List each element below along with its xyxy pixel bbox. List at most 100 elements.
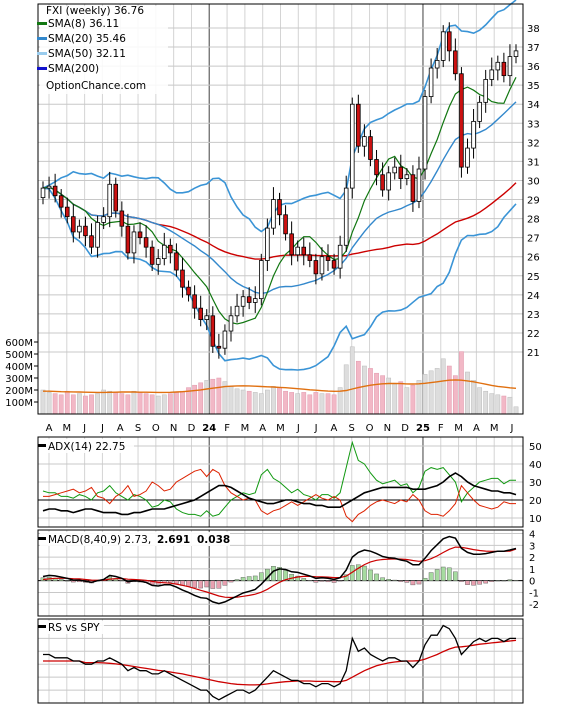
macd-tick-label: 1 <box>529 565 535 576</box>
price-tick-label: 37 <box>527 43 540 54</box>
price-candle <box>107 183 112 218</box>
adx-panel: 10 20 30 40 50 ADX(14) 22.75 <box>37 436 542 528</box>
macd-histogram-bar <box>434 569 440 581</box>
price-candle <box>501 61 507 77</box>
legend-background <box>40 6 168 94</box>
volume-bar <box>198 382 204 415</box>
sma50-swatch <box>37 52 47 55</box>
month-tick-label: J <box>100 423 104 434</box>
price-candle <box>58 195 64 208</box>
price-tick-label: 32 <box>527 138 540 149</box>
macd-histogram-bar <box>380 577 385 581</box>
macd-histogram-bar <box>234 579 240 581</box>
price-candle <box>265 227 270 261</box>
price-candle <box>198 307 203 320</box>
macd-histogram-bar <box>422 577 428 581</box>
volume-bar <box>210 378 216 415</box>
price-candle <box>489 69 495 80</box>
macd-histogram-bar <box>168 580 173 583</box>
price-candle <box>192 294 197 309</box>
volume-bar <box>404 387 410 415</box>
macd-histogram-bar <box>174 580 179 584</box>
adx-line <box>42 472 517 516</box>
macd-histogram-bar <box>277 567 282 581</box>
price-candle <box>392 166 397 174</box>
price-tick-label: 26 <box>527 253 540 264</box>
volume-bar <box>107 390 113 415</box>
price-candle <box>398 166 404 179</box>
volume-bar <box>271 386 276 415</box>
price-candle <box>495 61 501 71</box>
volume-bar <box>416 380 422 415</box>
price-tick-label: 38 <box>527 24 540 35</box>
month-tick-label: J <box>82 423 86 434</box>
price-candle <box>471 120 476 149</box>
adx-tick-label: 50 <box>529 442 542 453</box>
minus-di-line <box>43 468 516 523</box>
macd-histogram-bar <box>192 580 197 588</box>
price-candle <box>465 147 470 168</box>
volume-bar <box>228 386 234 415</box>
volume-bar <box>392 383 398 415</box>
price-tick-label: 36 <box>527 62 540 73</box>
macd-histogram-bar <box>325 580 331 583</box>
month-tick-label: M <box>276 423 285 434</box>
price-candle <box>40 187 46 199</box>
month-tick-label: D <box>401 423 409 434</box>
month-tick-label: J <box>510 423 514 434</box>
volume-bar <box>155 395 161 415</box>
rs-grid <box>38 624 523 691</box>
price-candle <box>64 206 70 218</box>
price-tick-label: 30 <box>527 176 540 187</box>
rs-average-line <box>43 639 517 686</box>
macd-histogram-bar <box>374 573 379 581</box>
volume-tick-label: 600M <box>5 338 33 349</box>
volume-bar <box>149 394 155 415</box>
volume-bar <box>40 389 46 415</box>
rs-panel-frame <box>37 618 524 704</box>
volume-bar <box>283 390 288 415</box>
volume-bar <box>95 393 100 415</box>
macd-histogram-bar <box>222 580 228 586</box>
volume-bar <box>125 394 131 415</box>
price-candle <box>113 183 119 212</box>
price-candle <box>295 246 300 256</box>
month-tick-label: M <box>241 423 250 434</box>
macd-histogram-bar <box>471 580 476 586</box>
macd-title: MACD(8,40,9) 2.73, <box>48 534 151 546</box>
price-candle <box>95 221 100 248</box>
volume-bar <box>507 396 513 415</box>
volume-bar <box>192 384 197 415</box>
volume-bar <box>465 371 470 415</box>
volume-bar <box>131 390 137 415</box>
macd-histogram-bar <box>58 579 64 581</box>
price-candle <box>204 315 210 321</box>
price-legend: FXI (weekly) 36.76 SMA(8) 36.11 SMA(20) … <box>37 5 168 94</box>
price-candle <box>101 216 106 223</box>
volume-bar <box>64 390 70 415</box>
price-candle <box>343 187 349 246</box>
volume-bar <box>77 393 82 415</box>
price-candle <box>434 60 440 69</box>
adx-tick-label: 20 <box>529 496 542 507</box>
sma200-swatch <box>37 67 47 70</box>
price-candle <box>440 31 446 61</box>
macd-histogram-bar <box>307 580 313 582</box>
month-tick-label: F <box>224 423 230 434</box>
price-candle <box>513 50 519 57</box>
price-candle <box>428 67 434 98</box>
macd-histogram-bar <box>507 579 513 581</box>
month-tick-label: A <box>117 423 124 434</box>
macd-histogram-bar <box>392 579 398 581</box>
macd-histogram <box>40 564 519 589</box>
volume-bar <box>119 393 125 415</box>
month-tick-label: S <box>349 423 355 434</box>
macd-histogram-bar <box>343 574 349 581</box>
volume-tick-label: 400M <box>5 362 33 373</box>
price-tick-label: 25 <box>527 272 540 283</box>
volume-bar <box>295 393 301 415</box>
month-tick-label: M <box>454 423 463 434</box>
